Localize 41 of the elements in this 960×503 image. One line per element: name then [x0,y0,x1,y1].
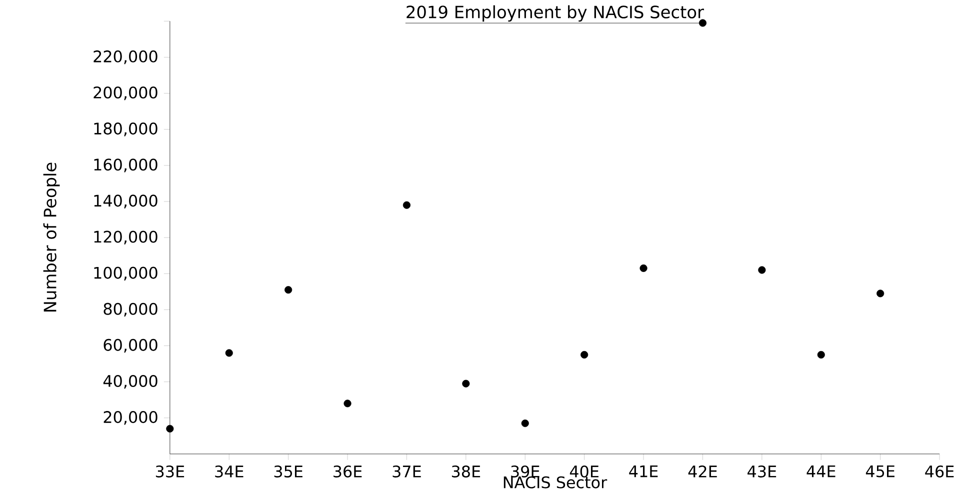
point [758,266,766,274]
y-tick-label: 80,000 [104,302,158,317]
y-tick-label: 100,000 [94,266,158,280]
point [698,19,707,27]
x-tick-label: 45E [866,465,894,478]
x-tick-label: 40E [570,465,598,478]
point [817,351,825,359]
point [462,380,470,388]
x-tick-label: 46E [925,465,954,478]
x-tick-label: 34E [215,465,244,478]
x-tick-label: 33E [156,465,184,478]
y-tick-label: 220,000 [94,50,158,64]
x-tick-label: 36E [334,465,362,478]
x-axis-title: NACIS Sector [504,476,608,488]
chart-title: 2019 Employment by NACIS Sector [406,5,704,22]
x-tick-label: 37E [392,465,421,478]
x-tick-label: 38E [452,465,480,478]
point [225,349,233,357]
y-tick-label: 60,000 [104,338,158,353]
y-tick-label: 140,000 [94,194,158,208]
point [402,201,410,209]
point [580,351,588,359]
point [876,290,884,298]
x-tick-label: 35E [274,465,302,478]
point [166,424,174,433]
y-tick-label: 200,000 [94,86,158,100]
x-tick-label: 44E [806,465,836,478]
x-tick-label: 43E [748,465,776,478]
point [344,400,352,408]
y-tick-label: 180,000 [94,122,158,136]
y-tick-label: 120,000 [94,230,158,244]
x-tick-label: 39E [511,465,540,478]
point [284,286,292,294]
x-tick-label: 42E [688,465,717,478]
x-tick-label: 41E [629,465,658,478]
y-tick-label: 160,000 [94,158,158,172]
point [640,264,648,272]
y-axis-title: Number of People [43,162,60,312]
y-tick-label: 40,000 [103,375,158,389]
point [521,420,529,428]
y-tick-label: 20,000 [104,411,158,425]
